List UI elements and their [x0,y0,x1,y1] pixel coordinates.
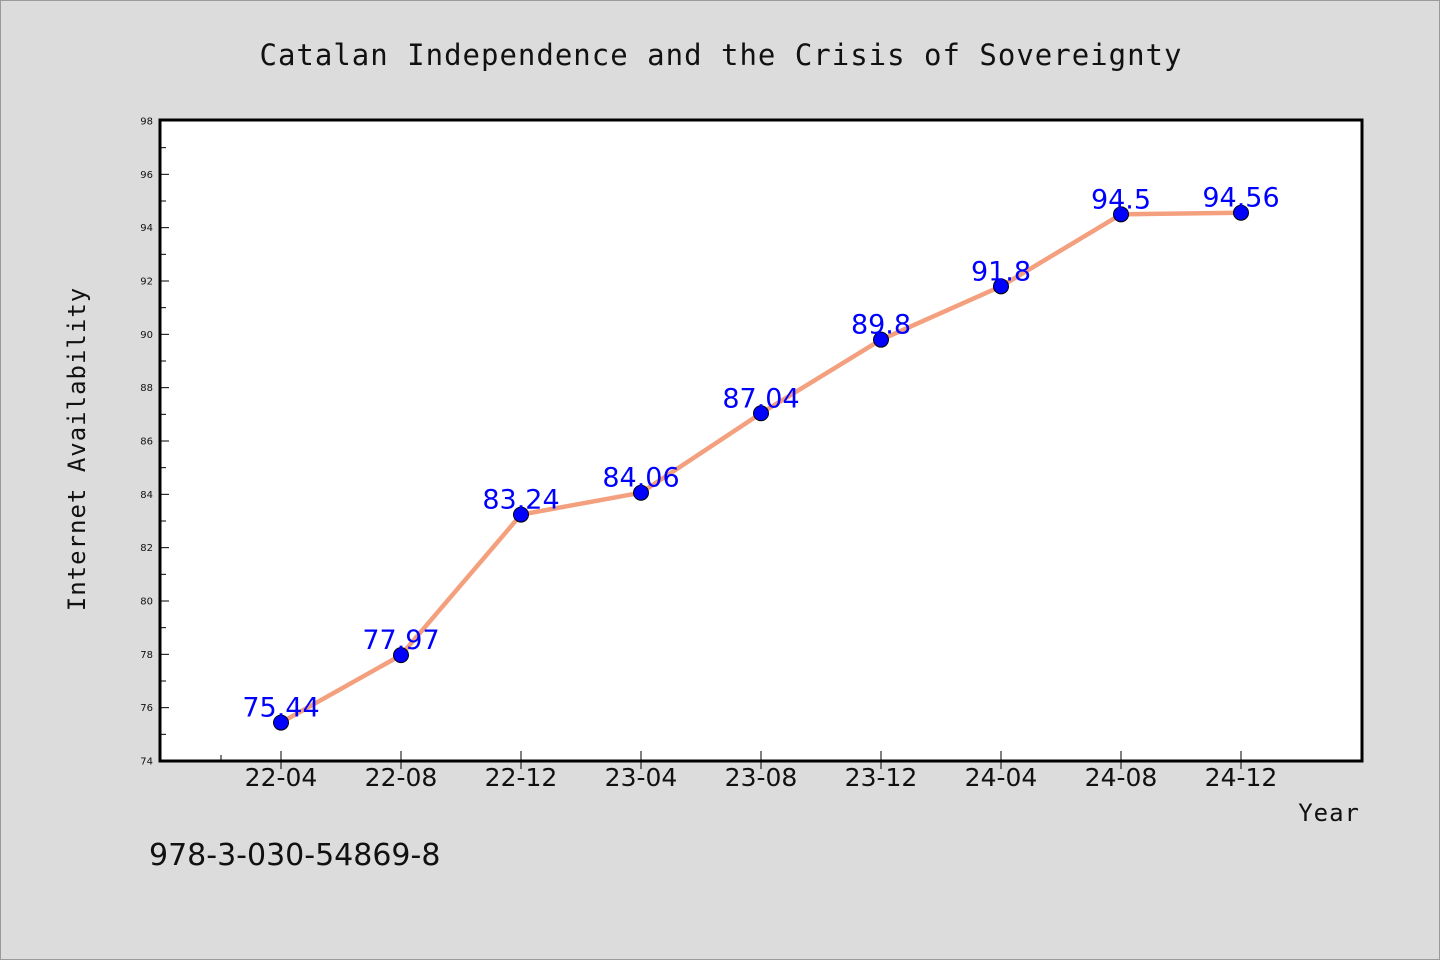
data-label: 94.5 [1091,184,1151,215]
x-tick-label: 23-08 [725,763,798,792]
data-point [1113,206,1129,223]
x-tick-label: 22-04 [245,763,318,792]
y-axis: 74 76 78 80 82 84 86 88 90 92 94 96 98 [140,117,169,768]
y-tick-label: 74 [140,757,153,768]
y-tick-label: 76 [140,703,153,714]
data-label: 77.97 [362,625,439,656]
y-tick-label: 80 [140,597,153,608]
data-label: 91.8 [971,256,1031,287]
data-point [993,278,1009,295]
x-tick-label: 23-04 [605,763,678,792]
x-axis: 22-04 22-08 22-12 23-04 23-08 23-12 24-04 24-08… [220,751,1278,792]
data-point [513,506,529,523]
data-point [633,484,649,501]
data-label: 89.8 [851,310,911,341]
y-tick-label: 92 [140,277,153,288]
data-label: 87.04 [722,383,799,414]
y-tick-label: 96 [140,170,153,181]
data-label: 94.56 [1202,183,1279,214]
x-tick-label: 22-08 [365,763,438,792]
data-point [1233,204,1249,221]
y-axis-label: Internet Availability [63,287,91,611]
y-tick-label: 90 [140,330,153,341]
y-tick-label: 86 [140,437,153,448]
x-tick-label: 22-12 [485,763,558,792]
x-tick-label: 24-04 [965,763,1038,792]
plot-area [158,118,1364,763]
data-point [873,331,889,348]
data-label: 83.24 [482,485,559,516]
x-tick-label: 23-12 [845,763,918,792]
y-tick-label: 94 [140,223,153,234]
data-label: 75.44 [242,693,319,724]
series-layer: 75.44 77.97 83.24 84.06 87.04 89.8 91.8 94.5 94.… [242,183,1280,731]
data-label: 84.06 [602,463,679,494]
x-axis-label: Year [1298,799,1360,827]
isbn-footer: 978-3-030-54869-8 [149,838,440,873]
y-tick-label: 98 [140,117,153,128]
y-tick-label: 78 [140,650,153,661]
data-point [273,714,289,731]
y-tick-label: 88 [140,383,153,394]
y-tick-label: 84 [140,490,153,501]
x-tick-label: 24-12 [1205,763,1278,792]
x-tick-label: 24-08 [1085,763,1158,792]
data-point [753,405,769,422]
chart-title: Catalan Independence and the Crisis of S… [260,38,1183,72]
y-tick-label: 82 [140,543,153,554]
data-point [393,647,409,664]
